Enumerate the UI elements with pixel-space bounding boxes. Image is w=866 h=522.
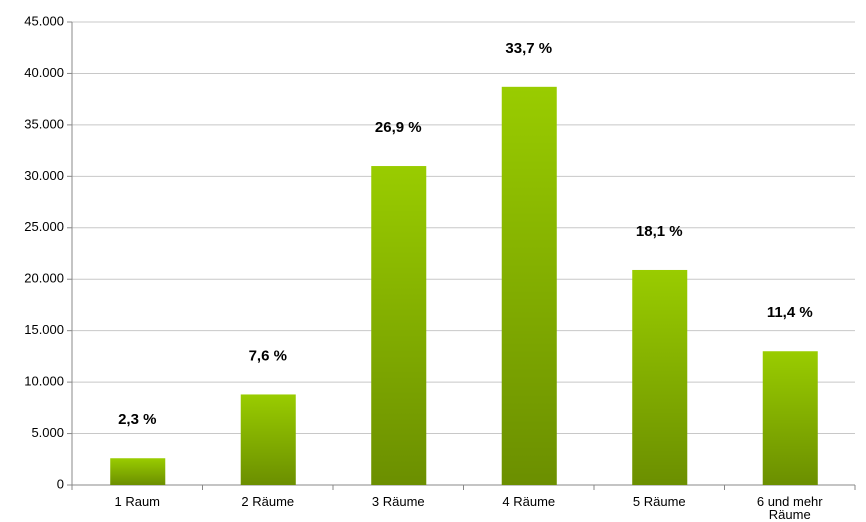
bar-label: 26,9 %: [375, 119, 422, 136]
bar-label: 2,3 %: [118, 411, 156, 428]
bar-shading: [501, 86, 557, 485]
bar-label: 11,4 %: [767, 304, 813, 321]
y-tick-label: 5.000: [31, 425, 64, 440]
y-tick-label: 45.000: [24, 13, 64, 28]
bar-shading: [632, 269, 688, 485]
y-tick-label: 20.000: [24, 271, 64, 286]
bar-shading: [110, 458, 166, 485]
bar-shading: [240, 394, 296, 485]
x-tick-label: 1 Raum: [114, 494, 161, 509]
y-tick-label: 15.000: [24, 322, 64, 337]
bar-label: 18,1 %: [636, 223, 683, 240]
bar-shading: [371, 166, 427, 486]
y-tick-label: 0: [57, 476, 64, 491]
bar-label: 7,6 %: [249, 347, 287, 364]
x-tick-label: 3 Räume: [371, 494, 425, 509]
y-tick-label: 25.000: [24, 219, 64, 234]
x-tick-label: 2 Räume: [241, 494, 295, 509]
y-tick-label: 35.000: [24, 116, 64, 131]
y-tick-label: 30.000: [24, 168, 64, 183]
bar-label: 33,7 %: [505, 40, 552, 57]
bar-shading: [762, 351, 818, 485]
x-tick-label: 4 Räume: [502, 494, 556, 509]
y-tick-label: 10.000: [24, 374, 64, 389]
x-tick-label: 5 Räume: [632, 494, 686, 509]
y-tick-label: 40.000: [24, 65, 64, 80]
x-tick-label: 6 und mehr Räume: [756, 494, 823, 522]
